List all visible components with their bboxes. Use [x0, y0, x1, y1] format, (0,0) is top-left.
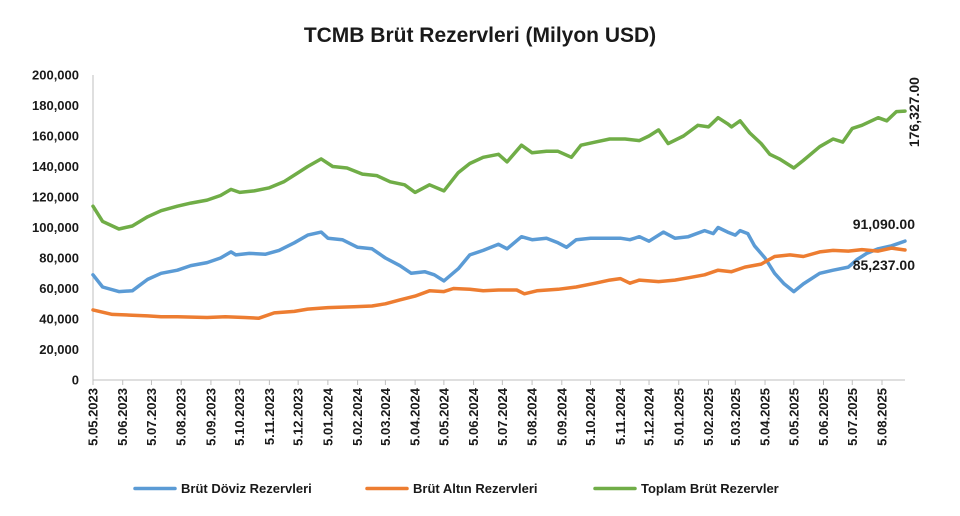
series-line-2: [91, 109, 907, 231]
x-tick-label: 5.07.2025: [845, 388, 860, 446]
series-line-0: [91, 225, 907, 294]
data-labels: 176,327.00 91,090.00 85,237.00: [853, 77, 922, 273]
chart-title: TCMB Brüt Rezervleri (Milyon USD): [304, 24, 656, 47]
x-tick-label: 5.12.2023: [291, 388, 306, 446]
x-tick-label: 5.01.2025: [671, 388, 686, 446]
y-tick-label: 140,000: [32, 159, 79, 174]
x-tick-label: 5.01.2024: [320, 387, 335, 446]
y-tick-label: 200,000: [32, 68, 79, 83]
x-tick-label: 5.09.2024: [554, 387, 569, 446]
x-tick-label: 5.04.2024: [408, 387, 423, 446]
data-label: 85,237.00: [853, 257, 915, 273]
x-tick-label: 5.07.2024: [495, 387, 510, 446]
x-tick-label: 5.12.2024: [642, 387, 657, 446]
x-tick-label: 5.04.2025: [758, 388, 773, 446]
x-tick-label: 5.02.2025: [701, 388, 716, 446]
x-tick-label: 5.03.2024: [378, 387, 393, 446]
y-tick-label: 160,000: [32, 129, 79, 144]
x-tick-label: 5.05.2024: [436, 387, 451, 446]
y-tick-label: 80,000: [39, 251, 79, 266]
x-tick-label: 5.02.2024: [350, 387, 365, 446]
x-tick-label: 5.08.2023: [174, 388, 189, 446]
y-tick-label: 180,000: [32, 98, 79, 113]
data-label: 91,090.00: [853, 216, 915, 232]
legend-label-1: Brüt Altın Rezervleri: [413, 481, 538, 496]
y-tick-label: 20,000: [39, 342, 79, 357]
x-axis: 5.05.2023 5.06.2023 5.07.2023 5.08.2023 5.09…: [86, 379, 905, 446]
series-line-1: [91, 246, 907, 320]
legend-label-2: Toplam Brüt Rezervler: [641, 481, 779, 496]
x-tick-label: 5.05.2023: [86, 388, 101, 446]
x-tick-label: 5.03.2025: [728, 388, 743, 446]
x-tick-label: 5.11.2024: [613, 387, 628, 445]
x-tick-label: 5.06.2023: [115, 388, 130, 446]
legend: Brüt Döviz Rezervleri Brüt Altın Rezervle…: [133, 481, 779, 496]
x-tick-label: 5.10.2024: [583, 387, 598, 446]
y-tick-label: 0: [72, 373, 79, 388]
y-tick-label: 120,000: [32, 190, 79, 205]
x-tick-label: 5.06.2025: [816, 388, 831, 446]
x-tick-label: 5.08.2024: [525, 387, 540, 446]
x-tick-label: 5.08.2025: [874, 388, 889, 446]
x-tick-label: 5.09.2023: [203, 388, 218, 446]
series-layer: [91, 109, 907, 320]
legend-label-0: Brüt Döviz Rezervleri: [181, 481, 312, 496]
data-label: 176,327.00: [906, 77, 922, 147]
x-tick-label: 5.07.2023: [144, 388, 159, 446]
x-tick-label: 5.11.2023: [262, 388, 277, 445]
x-tick-label: 5.06.2024: [466, 387, 481, 446]
x-tick-label: 5.05.2025: [786, 388, 801, 446]
y-tick-label: 40,000: [39, 312, 79, 327]
x-tick-label: 5.10.2023: [232, 388, 247, 446]
y-axis: 0 20,000 40,000 60,000 80,000 100,000 120,000 1…: [32, 68, 94, 388]
y-tick-label: 100,000: [32, 220, 79, 235]
y-tick-label: 60,000: [39, 281, 79, 296]
